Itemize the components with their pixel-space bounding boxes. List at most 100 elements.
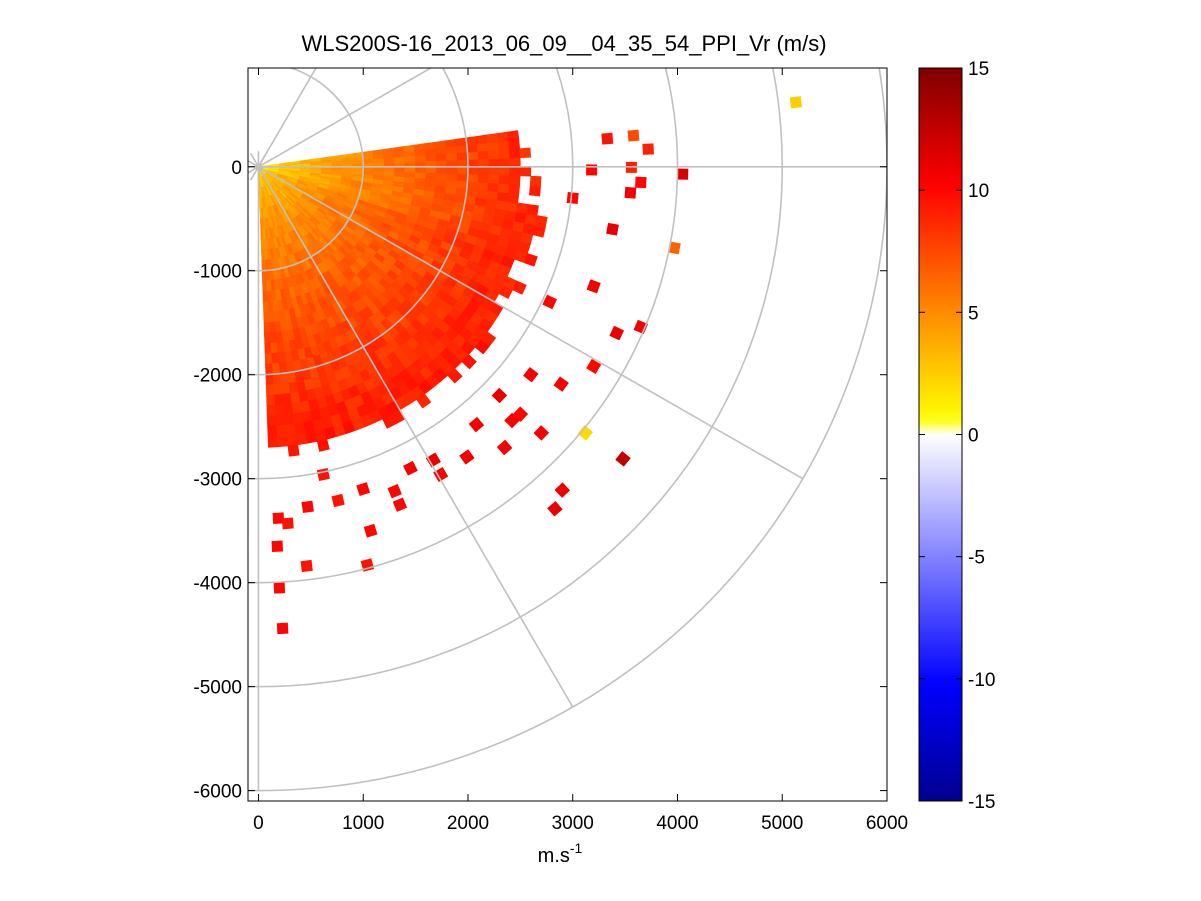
scan-cell — [415, 166, 427, 173]
origin-spoke — [248, 159, 259, 168]
isolated-cell — [403, 460, 418, 476]
scan-cell — [362, 170, 374, 176]
radial-line — [257, 68, 317, 168]
origin-spoke — [249, 152, 260, 168]
scan-cell — [477, 158, 490, 168]
radial-line — [257, 166, 574, 708]
scan-cell — [477, 174, 490, 184]
isolated-cell — [642, 143, 654, 155]
scan-cell — [486, 133, 499, 144]
scan-cell — [496, 131, 509, 143]
y-tick-label: -3000 — [193, 470, 242, 491]
isolated-cell — [273, 582, 286, 594]
scan-cell — [476, 142, 489, 152]
isolated-cell — [677, 168, 689, 180]
isolated-cell — [300, 559, 313, 573]
isolated-cell — [316, 467, 330, 482]
isolated-cell — [533, 425, 550, 441]
colorbar: 15 10 5 0 -5 -10 -15 — [918, 59, 995, 813]
chart-title: WLS200S-16_2013_06_09__04_35_54_PPI_Vr (… — [301, 31, 826, 56]
scan-cell — [519, 166, 532, 177]
x-axis-label-exponent: -1 — [570, 840, 583, 856]
scan-cell — [465, 136, 478, 146]
scan-cell — [446, 159, 458, 168]
scan-cell — [456, 180, 468, 189]
scan-cell — [495, 199, 508, 211]
scan-cell — [265, 384, 275, 396]
isolated-cell — [624, 186, 637, 199]
isolated-cell — [586, 279, 601, 294]
scan-cell — [264, 342, 272, 355]
scan-cell — [277, 435, 289, 448]
scan-cell — [425, 160, 437, 168]
scan-cell — [528, 185, 541, 197]
origin-spoke — [258, 158, 273, 168]
scan-cell — [414, 171, 427, 179]
scan-cell — [316, 438, 330, 452]
x-tick-label: 0 — [253, 813, 264, 834]
scan-cell — [435, 178, 447, 187]
isolated-cell — [566, 191, 579, 205]
y-tick-label: -2000 — [193, 366, 242, 387]
scan-cell — [383, 170, 395, 177]
scan-cell — [444, 138, 457, 148]
y-axis: 0 -1000 -2000 -3000 -4000 -5000 -6000 — [193, 158, 887, 803]
colorbar-tick-label: -10 — [968, 670, 995, 691]
scan-cell — [508, 183, 521, 195]
scan-cell — [457, 159, 469, 168]
scan-cell — [519, 147, 532, 159]
scan-cell — [264, 353, 273, 365]
x-tick-label: 1000 — [342, 813, 384, 834]
scan-cell — [509, 157, 521, 168]
colorbar-tick-label: 0 — [968, 426, 979, 447]
scan-cell — [393, 171, 406, 178]
origin-spoke — [257, 152, 268, 168]
isolated-cell — [627, 129, 640, 142]
colorbar-tick-label: 10 — [968, 181, 989, 202]
scan-cell — [446, 172, 458, 181]
scan-cell — [487, 141, 500, 152]
scan-cell — [498, 157, 511, 168]
scan-cell — [509, 166, 521, 177]
scan-cell — [456, 151, 469, 161]
origin-spoke — [257, 166, 268, 181]
colorbar-tick-label: 15 — [968, 59, 989, 80]
scan-cell — [455, 137, 468, 147]
scan-cell — [415, 160, 427, 168]
isolated-cell — [392, 497, 408, 512]
scan-cell — [436, 159, 448, 168]
scan-cell — [273, 383, 283, 396]
scan-cell — [466, 143, 479, 153]
x-axis-label-base: m.s — [538, 845, 570, 867]
scan-cell — [284, 413, 296, 426]
scan-cell — [526, 204, 539, 216]
scan-cell — [287, 444, 300, 457]
scan-cell — [275, 414, 287, 427]
scan-cell — [457, 166, 469, 175]
scan-cell — [272, 373, 282, 385]
y-tick-label: -5000 — [193, 678, 242, 699]
scan-cell — [488, 158, 500, 168]
x-tick-label: 5000 — [761, 813, 803, 834]
scan-cell — [512, 280, 527, 295]
x-axis: 0 1000 2000 3000 4000 5000 6000 — [253, 68, 908, 834]
scan-cell — [265, 363, 274, 375]
isolated-cell — [542, 294, 558, 310]
scan-cell — [497, 140, 510, 151]
scan-cell — [487, 182, 500, 193]
scan-cell — [477, 166, 490, 176]
isolated-cell — [360, 558, 375, 572]
scan-cell — [267, 425, 278, 438]
scan-cell — [266, 415, 278, 427]
scan-cell — [404, 171, 416, 179]
x-axis-label: m.s-1 — [538, 840, 583, 867]
origin-spoke — [258, 166, 273, 176]
isolated-cell — [553, 376, 569, 392]
colorbar-tick-label: -5 — [968, 548, 985, 569]
isolated-cell — [433, 466, 449, 483]
scan-cell — [498, 174, 511, 185]
y-tick-label: -4000 — [193, 574, 242, 595]
colorbar-tick-label: 5 — [968, 303, 979, 324]
isolated-cell — [609, 325, 625, 341]
